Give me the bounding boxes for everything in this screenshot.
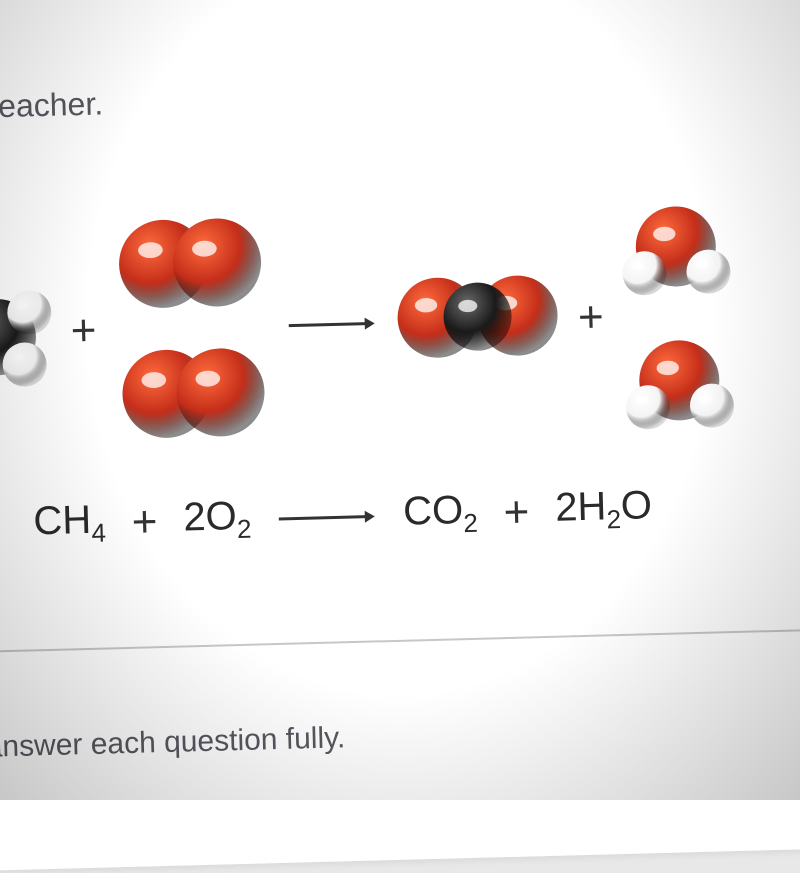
section-header: This section xyxy=(578,0,800,9)
molecule-water xyxy=(618,325,741,440)
formula-text: 2O2 xyxy=(183,494,252,547)
footer-fragment: d answer each question fully. xyxy=(0,721,346,765)
molecule-equation: ++ xyxy=(0,191,741,458)
molecule-oxygen xyxy=(107,207,272,319)
molecule-methane xyxy=(0,276,58,391)
teacher-fragment: ur teacher. xyxy=(0,85,104,126)
arrow-icon xyxy=(277,506,377,529)
molecule-carbon-dioxide xyxy=(388,262,565,379)
operator-plus: + xyxy=(503,487,530,538)
arrow-icon xyxy=(286,314,376,334)
formula-text: CO2 xyxy=(403,488,479,541)
operator-plus: + xyxy=(577,292,604,343)
formula-text: CH4 xyxy=(33,497,107,550)
operator-plus: + xyxy=(70,306,97,357)
molecule-oxygen xyxy=(111,337,276,449)
formula-text: 2H2O xyxy=(555,483,653,537)
molecule-water xyxy=(614,191,737,306)
formula-equation: CH4 +2O2 CO2 +2H2O xyxy=(0,481,743,553)
operator-plus: + xyxy=(131,497,158,548)
horizontal-divider xyxy=(0,629,800,655)
page-surface: This section ur teacher. ++ CH4+2O2CO2+2… xyxy=(0,0,800,872)
